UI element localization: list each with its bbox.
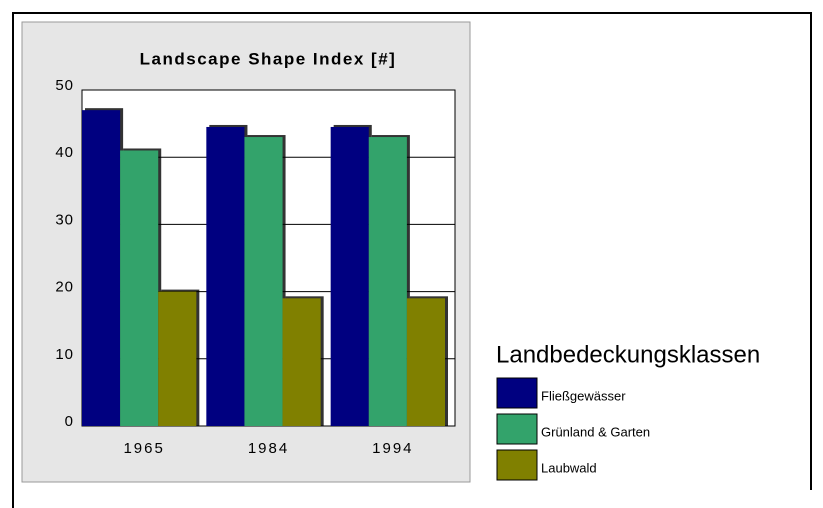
legend-swatch [496, 449, 538, 481]
bar [244, 137, 283, 427]
y-tick-label: 10 [55, 346, 74, 363]
y-tick-label: 40 [55, 144, 74, 161]
legend-label: Fließgewässer [541, 388, 626, 403]
legend-label: Grünland & Garten [541, 424, 650, 439]
x-tick-label: 1965 [123, 440, 164, 457]
x-tick-label: 1984 [248, 440, 289, 457]
legend-label: Laubwald [541, 460, 597, 475]
legend-swatch [496, 377, 538, 409]
bar [406, 298, 445, 426]
frame [12, 12, 812, 508]
x-tick-label: 1994 [372, 440, 413, 457]
y-tick-label: 0 [65, 413, 74, 430]
legend-swatch [496, 413, 538, 445]
y-tick-label: 30 [55, 211, 74, 228]
bar [330, 126, 369, 427]
y-tick-label: 50 [55, 77, 74, 94]
bar [82, 110, 121, 426]
chart-title: Landscape Shape Index [#] [140, 49, 397, 68]
bar [158, 291, 197, 426]
bar [206, 126, 245, 427]
legend-title: Landbedeckungsklassen [496, 341, 760, 368]
bar [368, 137, 407, 427]
bar [282, 298, 321, 426]
bar [120, 150, 159, 427]
y-tick-label: 20 [55, 279, 74, 296]
